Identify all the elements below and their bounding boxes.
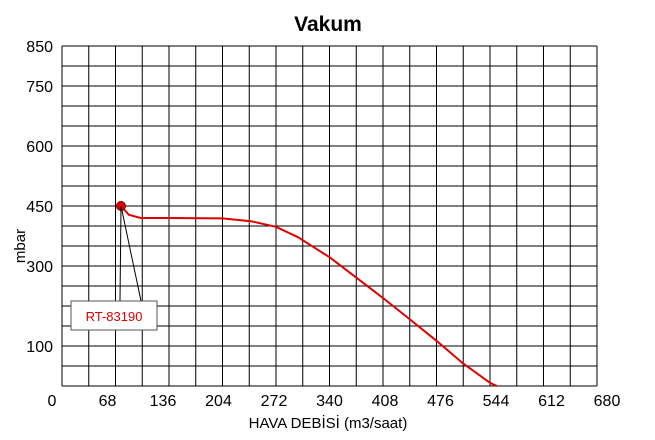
x-tick-label: 680 bbox=[594, 393, 621, 410]
series-line bbox=[120, 205, 500, 386]
x-tick-labels: 0 68 136 204 272 340 408 476 544 612 680 bbox=[48, 393, 621, 410]
y-tick-label: 300 bbox=[26, 259, 53, 276]
callout: RT-83190 bbox=[70, 205, 158, 331]
chart-title: Vakum bbox=[294, 13, 362, 36]
x-tick-label: 136 bbox=[150, 393, 177, 410]
y-tick-label: 450 bbox=[26, 199, 53, 216]
x-tick-label: 612 bbox=[538, 393, 565, 410]
y-axis-label: mbar bbox=[12, 229, 29, 263]
x-tick-label: 544 bbox=[483, 393, 510, 410]
x-tick-label: 204 bbox=[205, 393, 232, 410]
grid bbox=[61, 45, 598, 387]
x-tick-label: 272 bbox=[261, 393, 288, 410]
x-tick-label: 408 bbox=[372, 393, 399, 410]
x-tick-label: 340 bbox=[316, 393, 343, 410]
callout-leader-line bbox=[119, 205, 142, 302]
callout-box bbox=[70, 300, 158, 331]
callout-label: RT-83190 bbox=[86, 309, 143, 324]
y-tick-label: 600 bbox=[26, 139, 53, 156]
x-axis-label: HAVA DEBİSİ (m3/saat) bbox=[249, 414, 408, 432]
y-tick-label: 850 bbox=[26, 39, 53, 56]
y-tick-labels: 850 750 600 450 300 100 bbox=[26, 39, 53, 356]
series-layer bbox=[116, 201, 500, 386]
x-tick-label: 476 bbox=[427, 393, 454, 410]
x-tick-label: 68 bbox=[99, 393, 117, 410]
x-tick-label: 0 bbox=[48, 393, 57, 410]
y-tick-label: 100 bbox=[26, 339, 53, 356]
y-tick-label: 750 bbox=[26, 79, 53, 96]
